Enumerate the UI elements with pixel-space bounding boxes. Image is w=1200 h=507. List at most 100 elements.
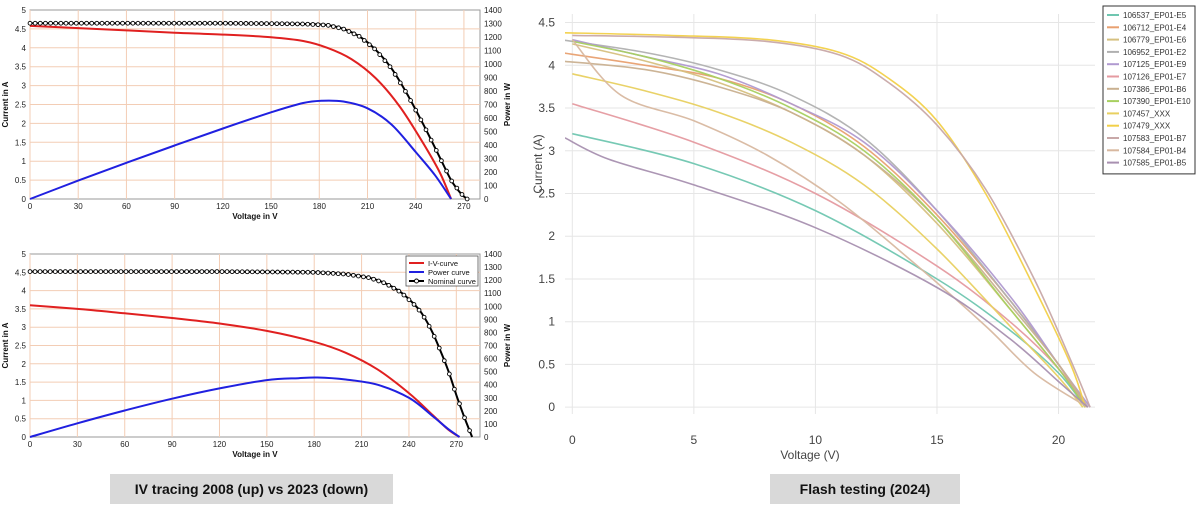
nominal-marker xyxy=(68,20,74,26)
y-tick-label: 5 xyxy=(22,6,27,15)
y-tick-label: 2 xyxy=(548,229,555,243)
y2-axis-label: Power in W xyxy=(503,324,512,368)
nominal-marker xyxy=(305,21,311,27)
nominal-marker xyxy=(411,302,417,307)
y-tick-label: 5 xyxy=(22,250,27,259)
y-tick-label: 2 xyxy=(22,360,27,369)
nominal-marker xyxy=(181,20,187,26)
nominal-marker xyxy=(255,269,260,275)
nominal-marker xyxy=(320,22,326,28)
nominal-marker xyxy=(439,158,444,164)
y-tick-label: 4.5 xyxy=(15,25,27,34)
legend-label: 107126_EP01-E7 xyxy=(1123,73,1187,82)
legend-label: 107457_XXX xyxy=(1123,109,1171,118)
flash-test-chart-2024: 0 0.5 1 1.5 2 2.5 3 3.5 4 4.5 0 5 10 15 20 Voltage (V) C… xyxy=(531,5,1196,462)
nominal-marker xyxy=(212,20,218,26)
x-tick-label: 210 xyxy=(355,440,369,449)
nominal-marker xyxy=(140,20,146,26)
nominal-marker xyxy=(78,269,83,274)
nominal-marker xyxy=(340,271,346,277)
legend-label: 107386_EP01-B6 xyxy=(1123,85,1187,94)
nominal-marker xyxy=(53,20,59,26)
nominal-marker xyxy=(270,269,275,275)
nominal-marker xyxy=(371,276,376,282)
nominal-marker xyxy=(376,278,381,284)
iv-chart-2008: 00.511.522.533.544.550100200300400500600… xyxy=(1,6,512,221)
x-tick-label: 270 xyxy=(457,202,471,211)
y-tick-label: 1 xyxy=(22,396,27,405)
legend-label: 107583_EP01-B7 xyxy=(1123,134,1187,143)
nominal-marker xyxy=(315,270,321,275)
nominal-marker xyxy=(151,20,156,26)
legend-box xyxy=(1102,5,1196,175)
x-tick-label: 60 xyxy=(122,202,131,211)
nominal-marker xyxy=(295,269,301,275)
series-line-107583-ep01-b7 xyxy=(572,34,1091,408)
y-tick-label: 2 xyxy=(22,119,27,128)
nominal-marker xyxy=(431,333,437,339)
y-tick-label: 0.5 xyxy=(15,176,27,185)
nominal-marker xyxy=(452,386,457,392)
nominal-marker xyxy=(310,22,316,27)
y-tick-label: 2.5 xyxy=(15,342,27,351)
nominal-marker xyxy=(310,269,316,275)
y2-tick-label: 1400 xyxy=(484,250,502,259)
y-tick-label: 0 xyxy=(22,433,27,442)
x-tick-label: 120 xyxy=(216,202,230,211)
nominal-marker xyxy=(274,21,280,27)
nominal-marker xyxy=(57,269,63,274)
y2-tick-label: 1300 xyxy=(484,20,502,29)
y-tick-label: 0.5 xyxy=(15,415,27,424)
nominal-marker xyxy=(238,21,244,26)
x-axis-label: Voltage (V) xyxy=(780,448,839,462)
x-tick-label: 10 xyxy=(809,433,823,447)
nominal-marker xyxy=(118,269,124,274)
nominal-marker xyxy=(120,20,125,26)
y-tick-label: 2.5 xyxy=(15,101,27,110)
y-tick-label: 4 xyxy=(548,58,555,72)
y-tick-label: 0.5 xyxy=(538,357,555,371)
y-tick-label: 1 xyxy=(548,315,555,329)
nominal-marker xyxy=(382,58,388,64)
y2-tick-label: 0 xyxy=(484,433,489,442)
nominal-marker xyxy=(341,26,347,32)
nominal-marker xyxy=(184,269,189,274)
y-tick-label: 3.5 xyxy=(15,63,27,72)
y2-tick-label: 1000 xyxy=(484,60,502,69)
y2-tick-label: 1300 xyxy=(484,263,502,272)
series-line-107125-ep01-e9 xyxy=(572,38,1091,408)
nominal-marker xyxy=(42,269,48,274)
series-line-107457-xxx xyxy=(572,73,1084,408)
nominal-marker xyxy=(179,269,184,274)
y2-tick-label: 500 xyxy=(484,368,498,377)
nominal-marker xyxy=(436,345,442,351)
nominal-marker xyxy=(229,269,235,275)
nominal-marker xyxy=(330,271,336,276)
nominal-marker xyxy=(265,269,270,275)
series-line-107479-xxx xyxy=(565,32,1087,408)
y-tick-label: 3 xyxy=(22,82,27,91)
y2-tick-label: 900 xyxy=(484,315,498,324)
nominal-marker xyxy=(145,20,151,26)
nominal-marker xyxy=(428,137,434,143)
nominal-marker xyxy=(233,20,239,26)
y2-tick-label: 900 xyxy=(484,74,498,83)
x-tick-label: 270 xyxy=(450,440,464,449)
nominal-marker xyxy=(83,269,88,274)
nominal-marker xyxy=(406,297,412,303)
x-axis-label: Voltage in V xyxy=(232,212,278,221)
series-line-power-curve xyxy=(29,376,461,438)
y-tick-label: 0 xyxy=(548,400,555,414)
nominal-marker xyxy=(217,20,223,26)
nominal-marker xyxy=(260,269,265,275)
y-tick-label: 4 xyxy=(22,44,27,53)
nominal-marker xyxy=(197,20,203,26)
y2-tick-label: 300 xyxy=(484,155,498,164)
legend-label: 107479_XXX xyxy=(1123,122,1171,131)
y2-tick-label: 1400 xyxy=(484,6,502,15)
nominal-marker xyxy=(462,415,467,421)
nominal-marker xyxy=(209,269,215,274)
series-line-i-v-curve xyxy=(29,24,453,200)
nominal-marker xyxy=(37,269,43,274)
nominal-marker xyxy=(79,20,84,26)
